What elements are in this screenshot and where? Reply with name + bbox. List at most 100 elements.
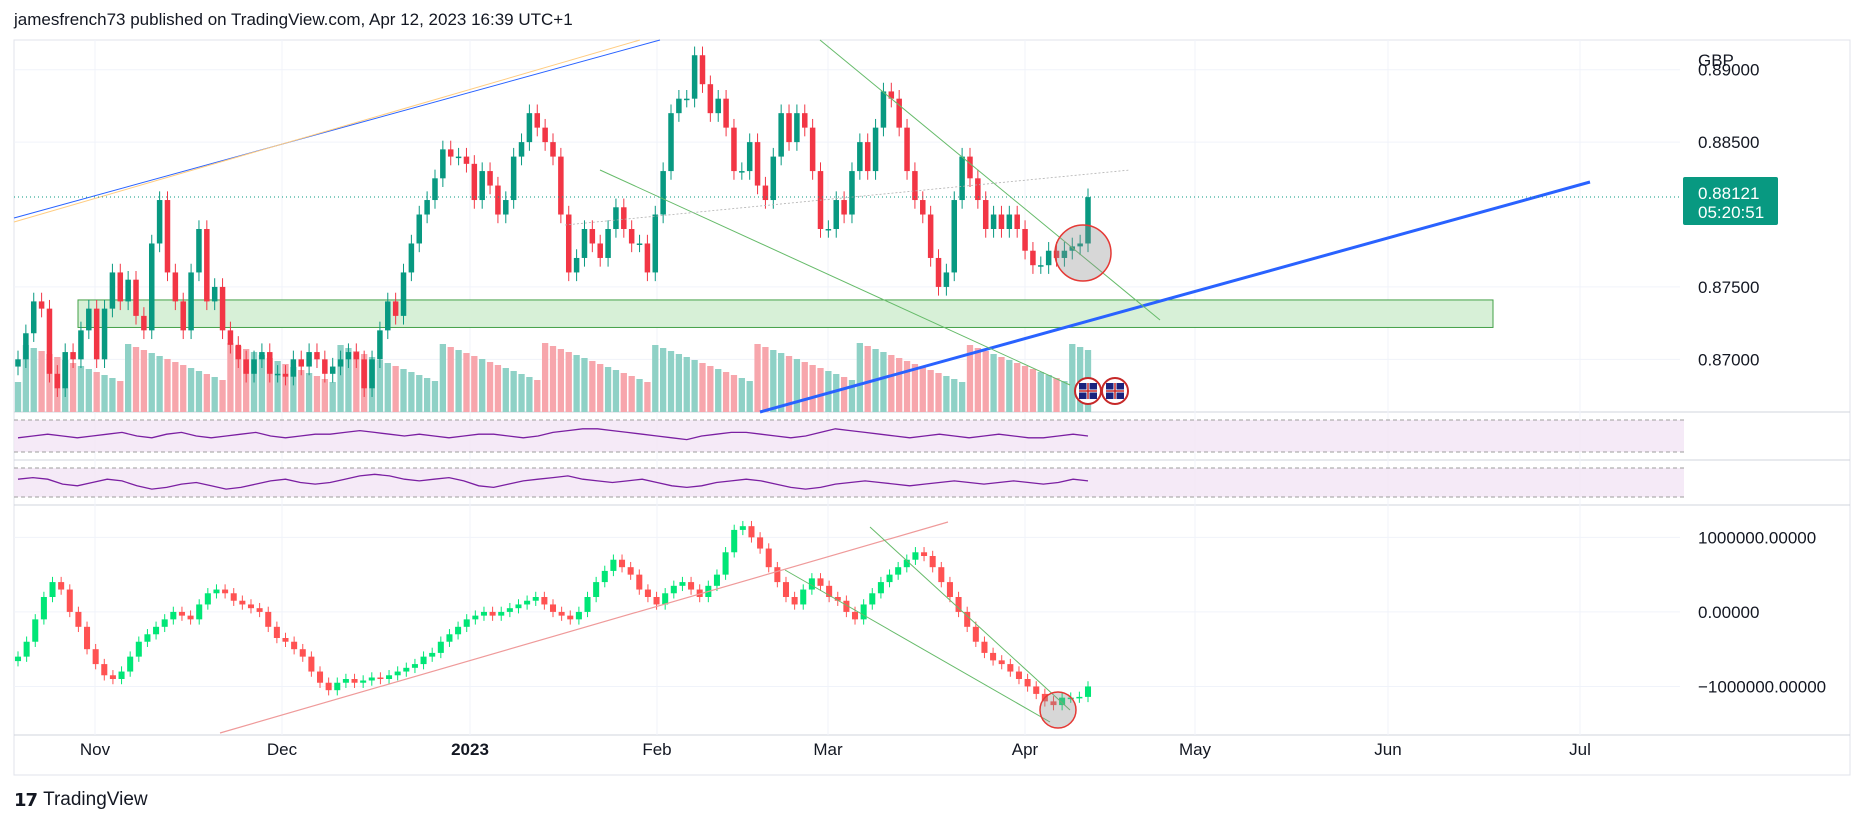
lower-candle-body — [187, 615, 194, 620]
lower-tick-label: −1000000.00000 — [1698, 677, 1826, 696]
volume-bar — [809, 365, 816, 412]
candle-body — [251, 359, 257, 374]
lower-candle-body — [886, 574, 893, 583]
time-tick-label: Nov — [80, 740, 111, 759]
candle-body — [597, 243, 603, 258]
oscillator-1-band — [14, 420, 1684, 452]
lower-candle-body — [877, 582, 884, 594]
candle-body — [896, 98, 902, 128]
volume-bar — [22, 345, 30, 412]
candle-body — [754, 142, 761, 186]
volume-bar — [919, 367, 926, 412]
uk-flag-event-icon — [1101, 377, 1129, 405]
highlight-circle — [1054, 224, 1112, 282]
volume-bar — [746, 381, 753, 412]
lower-candle-body — [1059, 697, 1066, 706]
volume-bar — [211, 377, 218, 412]
volume-bar — [974, 348, 981, 412]
lower-candle-body — [342, 679, 349, 683]
volume-bar — [628, 376, 635, 412]
candle-body — [211, 286, 218, 302]
time-tick-label: Feb — [642, 740, 671, 759]
lower-candle-body — [817, 578, 824, 586]
horizontal-price-line — [564, 169, 1131, 226]
candle-body — [86, 308, 92, 331]
volume-bar — [541, 343, 549, 412]
volume-bar — [652, 345, 659, 412]
candle-body — [526, 113, 533, 143]
lower-candle-body — [360, 680, 367, 683]
volume-bar — [573, 355, 580, 412]
candle-body — [668, 113, 674, 172]
candle-body — [141, 315, 147, 331]
candle-body — [565, 214, 572, 273]
lower-rising-trendline — [219, 521, 949, 734]
volume-bar — [943, 376, 950, 412]
volume-bar — [266, 358, 273, 412]
lower-candle-body — [774, 567, 781, 583]
lower-candle-body — [1076, 696, 1083, 699]
volume-bar — [408, 372, 415, 412]
candle-body — [322, 359, 328, 374]
candle-body — [70, 352, 76, 360]
volume-bar — [392, 366, 399, 412]
lower-candle-body — [748, 526, 755, 538]
candle-body — [290, 359, 297, 377]
lower-candle-body — [153, 626, 160, 635]
candle-body — [739, 171, 745, 173]
volume-bar — [667, 351, 675, 412]
candle-body — [298, 359, 304, 367]
lower-candle-body — [808, 578, 815, 590]
tradingview-logo[interactable]: 17 TradingView — [14, 789, 148, 811]
candle-body — [235, 344, 242, 360]
candle-body — [920, 200, 926, 215]
lower-candle-body — [998, 660, 1005, 665]
lower-candle-body — [334, 682, 341, 691]
lower-candle-body — [161, 619, 168, 627]
candle-body — [1030, 250, 1036, 266]
oscillator-pane-1[interactable] — [14, 419, 1684, 453]
lower-candle-body — [14, 656, 22, 662]
volume-bar — [486, 362, 494, 412]
volume-bar — [636, 379, 643, 412]
time-tick-label: 2023 — [451, 740, 489, 759]
candle-body — [1014, 214, 1020, 229]
candle-body — [644, 243, 651, 273]
lower-highlight-circle — [1039, 691, 1077, 729]
volume-bar — [30, 348, 37, 412]
lower-candle-body — [222, 589, 229, 594]
lower-candle-body — [411, 664, 418, 668]
volume-bar — [85, 369, 92, 412]
lower-candle-body — [972, 626, 979, 642]
volume-bar — [117, 381, 124, 412]
candle-body — [306, 352, 312, 367]
lower-candle-body — [584, 597, 591, 612]
lower-candle-body — [860, 604, 867, 620]
lower-candle-body — [455, 626, 462, 635]
candle-body — [699, 55, 706, 85]
lower-candle-body — [662, 593, 669, 605]
lower-candle-body — [394, 671, 401, 676]
lower-candle-body — [791, 597, 798, 605]
volume-bar — [258, 355, 266, 412]
candle-body — [605, 229, 611, 258]
candle-body — [274, 373, 281, 376]
volume-bar — [715, 369, 722, 412]
price-pane[interactable] — [13, 39, 1680, 414]
lower-candle-body — [903, 559, 910, 568]
volume-bar — [770, 350, 777, 412]
lower-candle-body — [895, 567, 902, 575]
volume-bar — [494, 365, 502, 412]
lower-candle-body — [40, 597, 47, 620]
oscillator-pane-2[interactable] — [14, 467, 1684, 498]
candle-body — [912, 171, 918, 201]
lower-candle-body — [921, 552, 928, 556]
lower-candle-body — [696, 589, 703, 597]
lower-indicator-pane[interactable] — [14, 520, 1092, 734]
candle-body — [982, 200, 989, 229]
volume-bar — [817, 368, 824, 412]
price-tick-label: 0.87000 — [1698, 350, 1759, 369]
lower-candle-body — [1033, 686, 1040, 694]
candle-body — [172, 272, 179, 302]
